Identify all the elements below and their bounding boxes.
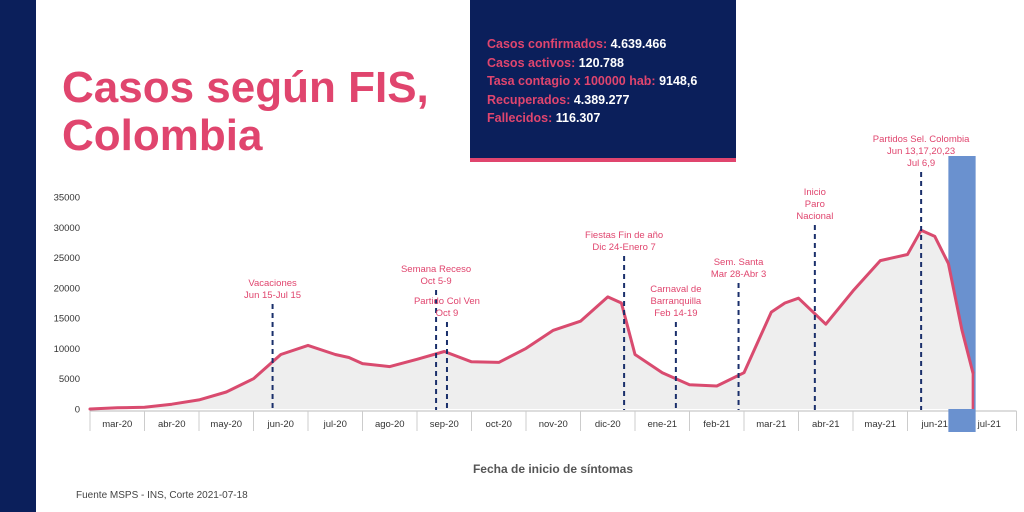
left-accent-bar [0,0,36,512]
x-tick-label: oct-20 [486,419,512,430]
title-line-1: Casos según FIS, [62,63,429,112]
annotation-label: Jun 13,17,20,23 [887,146,955,157]
stat-rate: Tasa contagio x 100000 hab: 9148,6 [487,74,698,88]
x-tick-label: abr-21 [812,419,839,430]
annotation-label: Jul 6,9 [907,158,935,169]
y-tick-label: 30000 [54,223,80,234]
annotation-label: Fiestas Fin de año [585,230,663,241]
y-tick-label: 20000 [54,283,80,294]
page-title: Casos según FIS, Colombia [62,64,429,160]
annotation-label: Vacaciones [248,278,297,289]
annotation-label: Semana Receso [401,264,471,275]
y-tick-label: 35000 [54,193,80,204]
series-line [88,228,975,411]
stat-deaths: Fallecidos: 116.307 [487,111,601,125]
x-tick-label: mar-20 [102,419,132,430]
axes: 0 5000 10000 15000 20000 25000 30000 35000 mar-2… [54,193,1017,431]
plot-area [88,156,976,432]
x-tick-label: nov-20 [539,419,568,430]
x-axis-title: Fecha de inicio de síntomas [473,462,633,476]
annotation-label: Dic 24-Enero 7 [592,242,655,253]
x-tick-label: feb-21 [703,419,730,430]
y-tick-label: 10000 [54,344,80,355]
annotation-label: Feb 14-19 [654,308,697,319]
stat-active: Casos activos: 120.788 [487,55,624,70]
x-tick-label: ago-20 [375,419,405,430]
x-tick-label: dic-20 [595,419,621,430]
y-tick-label: 0 [75,405,80,416]
annotation-label: Mar 28-Abr 3 [711,269,766,280]
source-note: Fuente MSPS - INS, Corte 2021-07-18 [76,490,248,501]
annotation-label: Inicio [804,187,826,198]
x-tick-label: ene-21 [647,419,677,430]
annotation-label: Partidos Sel. Colombia [873,134,970,145]
y-tick-label: 25000 [54,253,80,264]
title-line-2: Colombia [62,111,263,160]
x-tick-label: sep-20 [430,419,459,430]
stat-recovered: Recuperados: 4.389.277 [487,92,630,107]
x-tick-label: jul-21 [977,419,1001,430]
annotation-label: Jun 15-Jul 15 [244,290,301,301]
annotation-label: Oct 9 [436,308,459,319]
x-tick-label: jul-20 [323,419,347,430]
series-area [90,230,973,409]
stats-panel: Casos confirmados: 4.639.466 Casos activ… [470,0,736,162]
annotation-label: Oct 5-9 [420,276,451,287]
annotation-label: Barranquilla [651,296,702,307]
x-tick-label: may-20 [210,419,242,430]
annotation-label: Paro [805,199,825,210]
y-tick-label: 15000 [54,314,80,325]
x-tick-label: jun-21 [921,419,948,430]
x-tick-label: may-21 [864,419,896,430]
annotation-label: Partido Col Ven [414,296,480,307]
y-tick-label: 5000 [59,374,80,385]
x-tick-label: abr-20 [158,419,185,430]
annotation-label: Nacional [796,211,833,222]
x-tick-label: mar-21 [756,419,786,430]
annotation-label: Sem. Santa [714,257,764,268]
stat-confirmed: Casos confirmados: 4.639.466 [487,37,667,51]
x-tick-label: jun-20 [267,419,294,430]
annotation-label: Carnaval de [650,284,701,295]
